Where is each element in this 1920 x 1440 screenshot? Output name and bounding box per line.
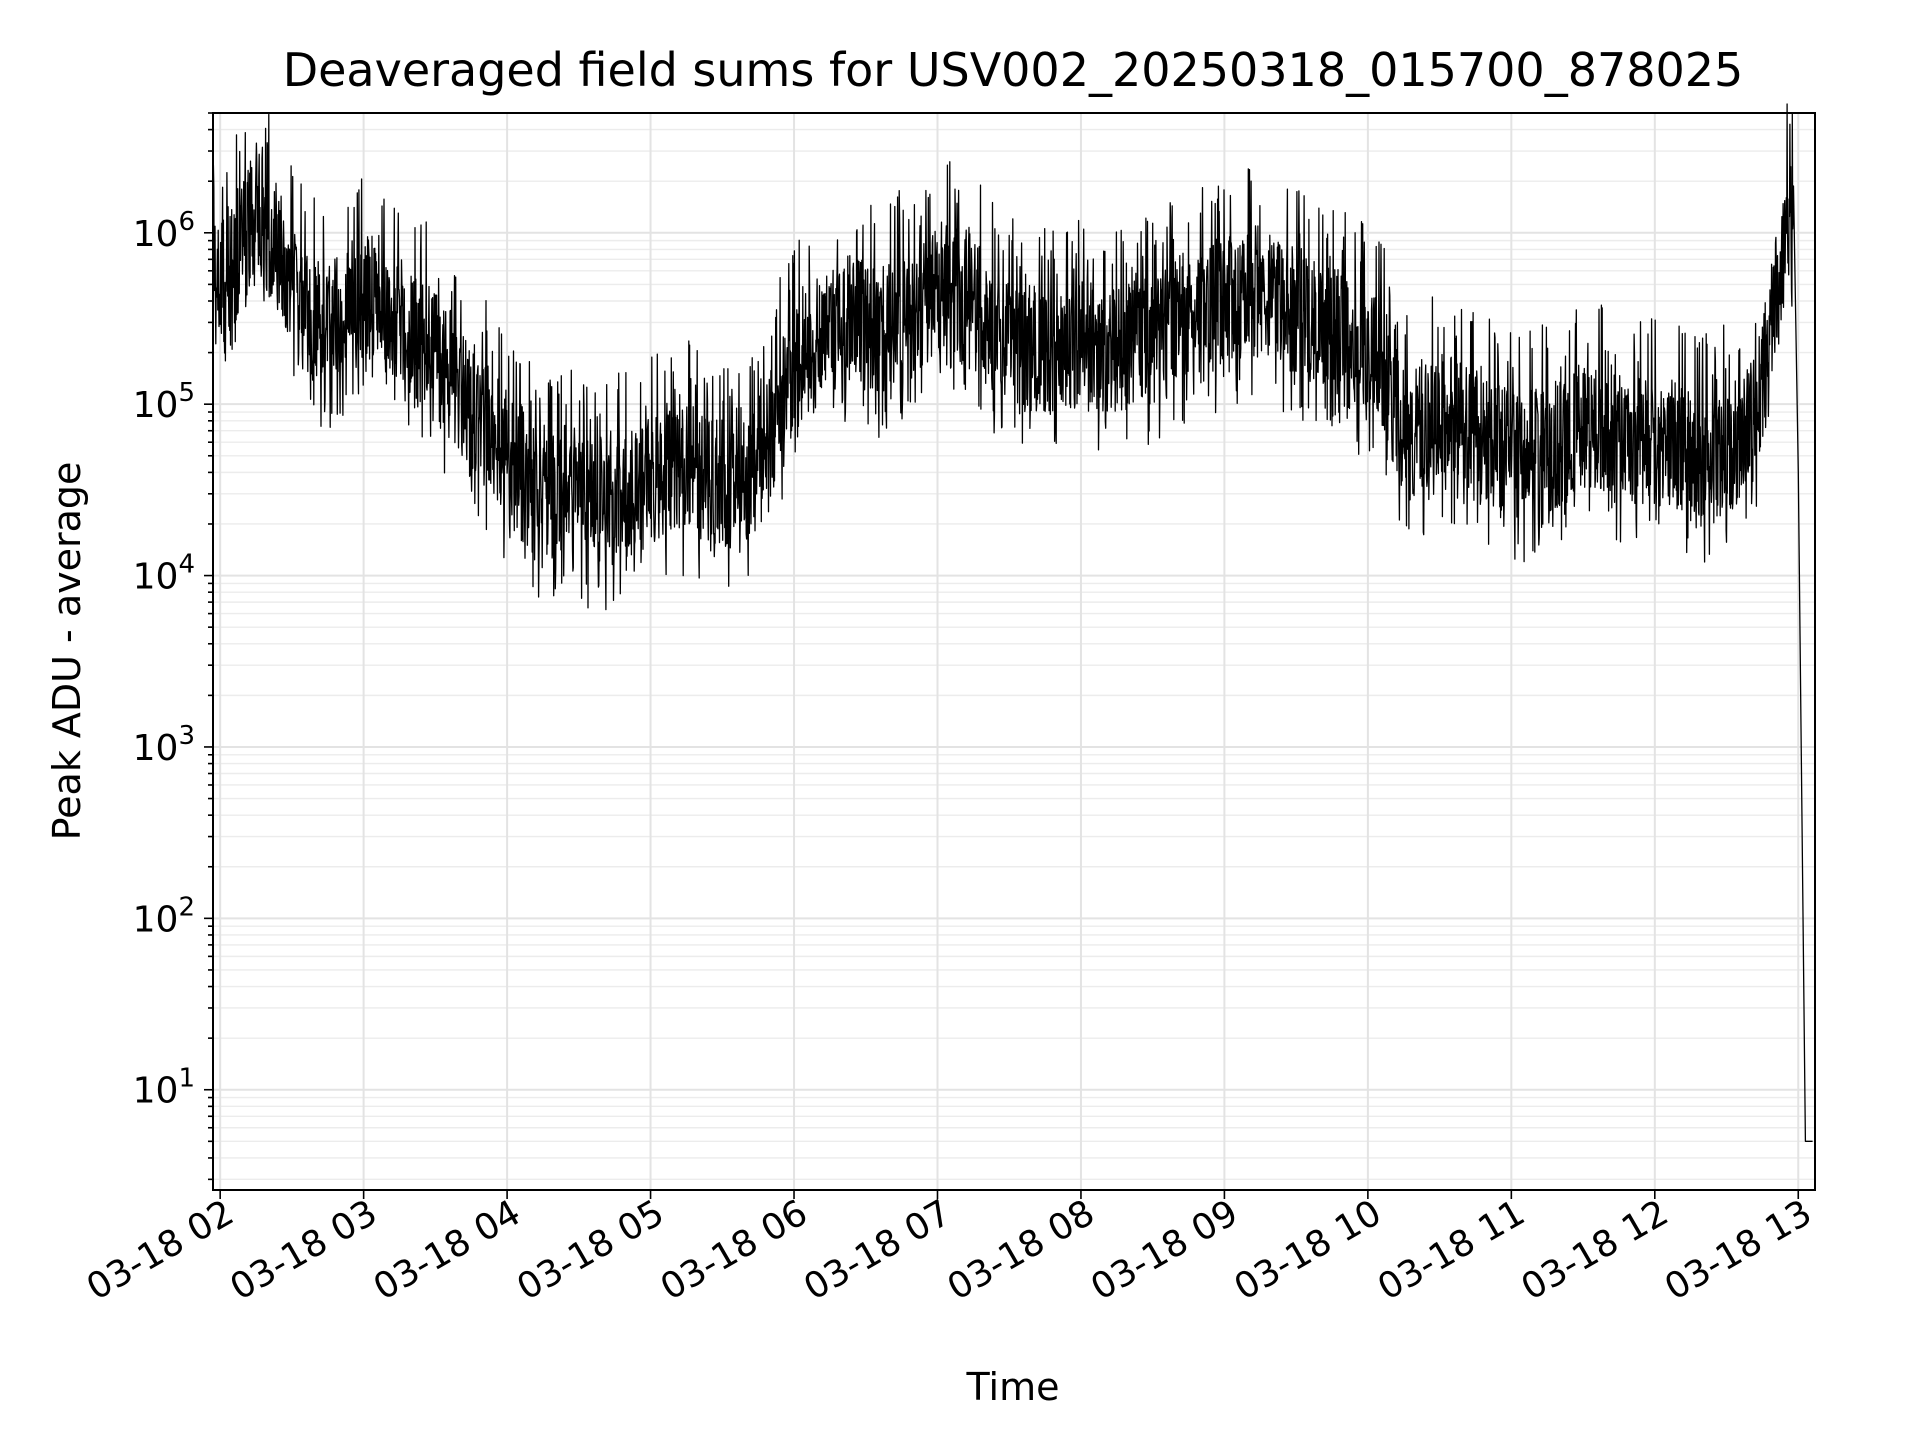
y-tick-label: 106 xyxy=(133,207,195,255)
y-tick-label: 103 xyxy=(133,721,195,769)
series-layer xyxy=(212,103,1813,1142)
y-tick-label: 104 xyxy=(133,550,195,598)
chart-title: Deaveraged field sums for USV002_2025031… xyxy=(283,43,1744,97)
y-tick-label: 101 xyxy=(133,1064,195,1112)
x-axis-label: Time xyxy=(966,1365,1060,1409)
plot-frame xyxy=(212,112,1816,1191)
series-line xyxy=(212,103,1813,1142)
y-axis-label: Peak ADU - average xyxy=(45,462,89,841)
y-tick-label: 102 xyxy=(133,892,195,940)
y-tick-label: 105 xyxy=(133,378,195,426)
y-axis-ticks: 101 102 103 104 105 106 xyxy=(133,112,213,1181)
